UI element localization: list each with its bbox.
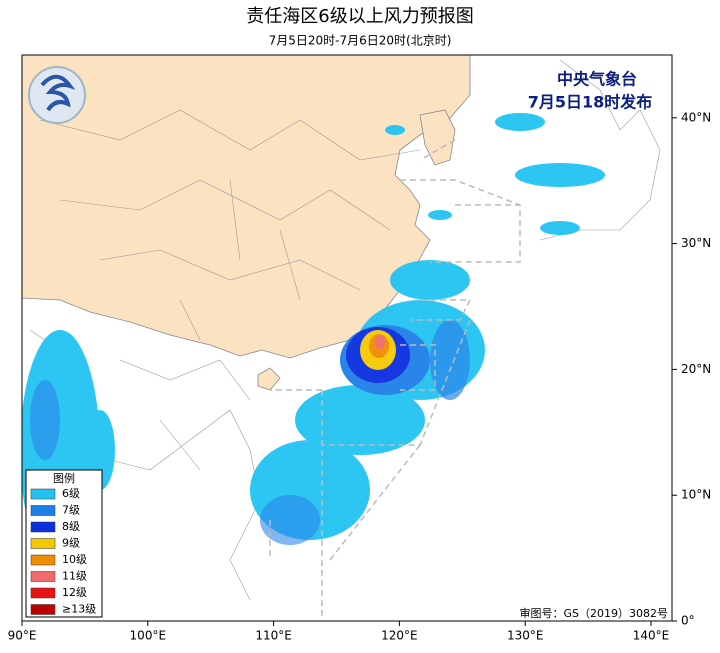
lon-tick-label: 140°E xyxy=(633,629,670,643)
legend-label: 8级 xyxy=(62,520,80,533)
legend-title: 图例 xyxy=(53,471,75,485)
lon-tick-label: 110°E xyxy=(255,629,292,643)
map xyxy=(22,55,672,621)
legend-swatch xyxy=(30,587,56,599)
legend-swatch xyxy=(30,554,56,566)
lon-tick-label: 130°E xyxy=(507,629,544,643)
legend-label: 12级 xyxy=(62,586,87,599)
legend-swatch xyxy=(30,538,56,549)
axes: 90°E 100°E 110°E 120°E 130°E 140°E 0° 10°N 20°N 3… xyxy=(8,110,712,642)
agency: 中央气象台 xyxy=(557,70,637,89)
legend-swatch xyxy=(30,488,56,500)
legend-label: 11级 xyxy=(62,570,87,583)
lon-tick-label: 90°E xyxy=(8,629,37,643)
lat-tick-label: 0° xyxy=(681,614,695,628)
lat-tick-label: 10°N xyxy=(681,488,711,502)
legend-label: 7级 xyxy=(62,504,80,517)
legend-label: 9级 xyxy=(62,537,80,550)
title: 责任海区6级以上风力预报图 xyxy=(246,6,473,27)
map-frame xyxy=(21,54,673,622)
legend-label: 10级 xyxy=(62,553,87,566)
subtitle: 7月5日20时-7月6日20时(北京时) xyxy=(269,34,452,48)
legend-swatch xyxy=(30,521,56,533)
lat-tick-label: 40°N xyxy=(681,110,711,124)
legend-label: 6级 xyxy=(62,487,80,500)
issue-time: 7月5日18时发布 xyxy=(528,93,653,112)
lat-tick-label: 30°N xyxy=(681,236,711,250)
lon-tick-label: 100°E xyxy=(130,629,167,643)
legend-swatch xyxy=(30,571,56,582)
lon-tick-label: 120°E xyxy=(381,629,418,643)
legend: 图例 6级 7级 8级 9级 10级 11级 12级 ≥13级 xyxy=(25,469,103,618)
legend-label: ≥13级 xyxy=(62,603,96,616)
legend-swatch xyxy=(30,505,56,516)
approval: 审图号：GS（2019）3082号 xyxy=(520,606,669,620)
lat-tick-label: 20°N xyxy=(681,362,711,376)
legend-swatch xyxy=(30,604,56,615)
